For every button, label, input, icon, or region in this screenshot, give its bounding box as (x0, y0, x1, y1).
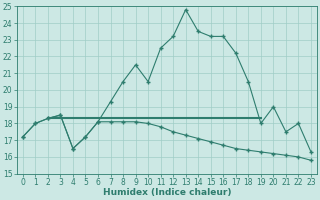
X-axis label: Humidex (Indice chaleur): Humidex (Indice chaleur) (103, 188, 231, 197)
